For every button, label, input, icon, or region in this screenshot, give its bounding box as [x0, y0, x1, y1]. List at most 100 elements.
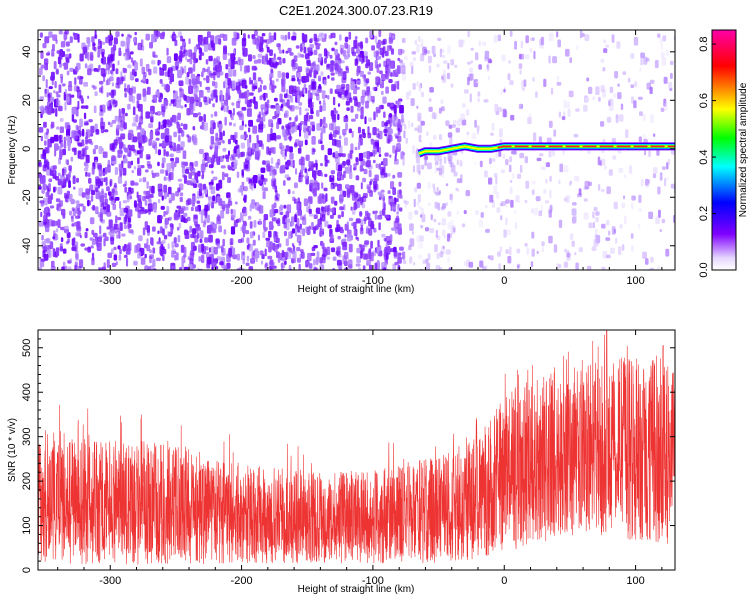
- spectrogram-cell: [140, 114, 143, 119]
- spectrogram-cell: [295, 224, 298, 229]
- spectrogram-cell: [318, 53, 322, 57]
- spectrogram-cell: [202, 69, 205, 75]
- spectrogram-cell: [528, 113, 532, 119]
- spectrogram-cell: [177, 112, 181, 121]
- spectrogram-cell: [522, 87, 525, 92]
- spectrogram-cell: [503, 88, 506, 93]
- spectrogram-cell: [204, 204, 209, 212]
- spectrogram-cell: [507, 255, 512, 264]
- spectrogram-cell: [418, 134, 422, 142]
- spectrogram-cell: [166, 47, 169, 56]
- spectrogram-cell: [105, 62, 110, 71]
- spectrogram-cell: [170, 160, 175, 169]
- spectrogram-cell: [122, 167, 127, 176]
- spectrogram-cell: [377, 215, 383, 220]
- spectrogram-cell: [442, 245, 445, 250]
- spectrogram-cell: [220, 165, 226, 169]
- spectrogram-cell: [141, 135, 147, 143]
- spectrogram-cell: [96, 242, 100, 248]
- spectrogram-cell: [451, 164, 456, 173]
- spectrogram-cell: [75, 232, 78, 237]
- spectrogram-cell: [653, 167, 658, 174]
- spectrogram-cell: [115, 261, 118, 266]
- spectrogram-cell: [58, 84, 62, 93]
- spectrogram-cell: [329, 88, 333, 94]
- spectrogram-cell: [95, 187, 99, 192]
- spectrogram-cell: [107, 34, 110, 40]
- spectrogram-cell: [214, 111, 218, 117]
- spectrogram-cell: [133, 260, 138, 266]
- spectrogram-cell: [77, 142, 83, 146]
- spectrogram-cell: [327, 95, 330, 100]
- spectrogram-cell: [204, 237, 209, 243]
- spectrogram-cell: [266, 240, 271, 248]
- spectrogram-cell: [538, 210, 542, 217]
- spectrogram-cell: [198, 244, 203, 253]
- spectrogram-cell: [140, 257, 146, 265]
- spectrogram-cell: [642, 113, 646, 122]
- spectrogram-cell: [372, 159, 376, 164]
- spectrogram-cell: [578, 188, 582, 196]
- spectrogram-cell: [69, 258, 73, 262]
- spectrogram-cell: [104, 192, 107, 199]
- spectrogram-cell: [166, 56, 172, 64]
- spectrogram-cell: [350, 105, 354, 113]
- spectrogram-cell: [416, 155, 420, 164]
- spectrogram-cell: [90, 125, 95, 134]
- spectrogram-cell: [270, 122, 274, 128]
- spectrogram-cell: [330, 65, 334, 71]
- spectrogram-cell: [664, 178, 667, 187]
- spectrogram-cell: [370, 178, 373, 183]
- spectrogram-cell: [304, 108, 309, 112]
- spectrogram-cell: [272, 173, 275, 181]
- spectrogram-cell: [330, 184, 334, 190]
- spectrogram-cell: [288, 264, 292, 270]
- spectrogram-cell: [569, 57, 572, 64]
- spectrogram-cell: [191, 195, 197, 202]
- spectrogram-cell: [227, 138, 231, 145]
- spectrogram-cell: [544, 200, 550, 204]
- spectrogram-cell: [259, 95, 263, 101]
- spectrogram-cell: [260, 167, 266, 173]
- spectrogram-cell: [466, 131, 470, 136]
- spectrogram-cell: [50, 75, 55, 81]
- spectrogram-cell: [87, 246, 91, 250]
- spectrogram-cell: [489, 59, 493, 64]
- spectrogram-cell: [354, 146, 358, 151]
- spectrogram-cell: [441, 106, 445, 112]
- spectrogram-cell: [212, 262, 217, 268]
- spectrogram-cell: [368, 264, 373, 270]
- spectrogram-cell: [109, 178, 113, 186]
- spectrogram-cell: [147, 268, 150, 270]
- spectrogram-cell: [304, 75, 310, 83]
- spectrogram-cell: [259, 116, 263, 125]
- spectrogram-cell: [327, 224, 332, 229]
- spectrogram-cell: [185, 76, 189, 85]
- spectrogram-cell: [368, 228, 373, 236]
- spectrogram-cell: [520, 40, 523, 49]
- spectrogram-cell: [276, 104, 280, 114]
- spectrogram-cell: [134, 61, 138, 71]
- spectrogram-cell: [360, 219, 364, 227]
- spectrogram-cell: [518, 63, 523, 69]
- spectrogram-cell: [247, 138, 251, 148]
- x-tick-label: -100: [362, 575, 384, 587]
- spectrogram-cell: [266, 60, 271, 65]
- spectrogram-cell: [110, 236, 115, 245]
- spectrogram-cell: [421, 91, 424, 98]
- spectrogram-cell: [227, 177, 231, 183]
- spectrogram-cell: [286, 159, 291, 166]
- spectrogram-cell: [57, 172, 61, 177]
- spectrogram-cell: [420, 53, 425, 62]
- spectrogram-cell: [352, 96, 358, 101]
- spectrogram-cell: [356, 247, 361, 254]
- spectrogram-cell: [180, 244, 185, 253]
- spectrogram-cell: [427, 55, 432, 64]
- spectrogram-cell: [131, 170, 134, 174]
- spectrogram-cell: [302, 39, 306, 44]
- spectrogram-cell: [586, 265, 592, 270]
- spectrogram-cell: [157, 60, 162, 65]
- spectrogram-cell: [120, 76, 125, 82]
- spectrogram-cell: [53, 61, 57, 70]
- spectrogram-cell: [321, 194, 326, 204]
